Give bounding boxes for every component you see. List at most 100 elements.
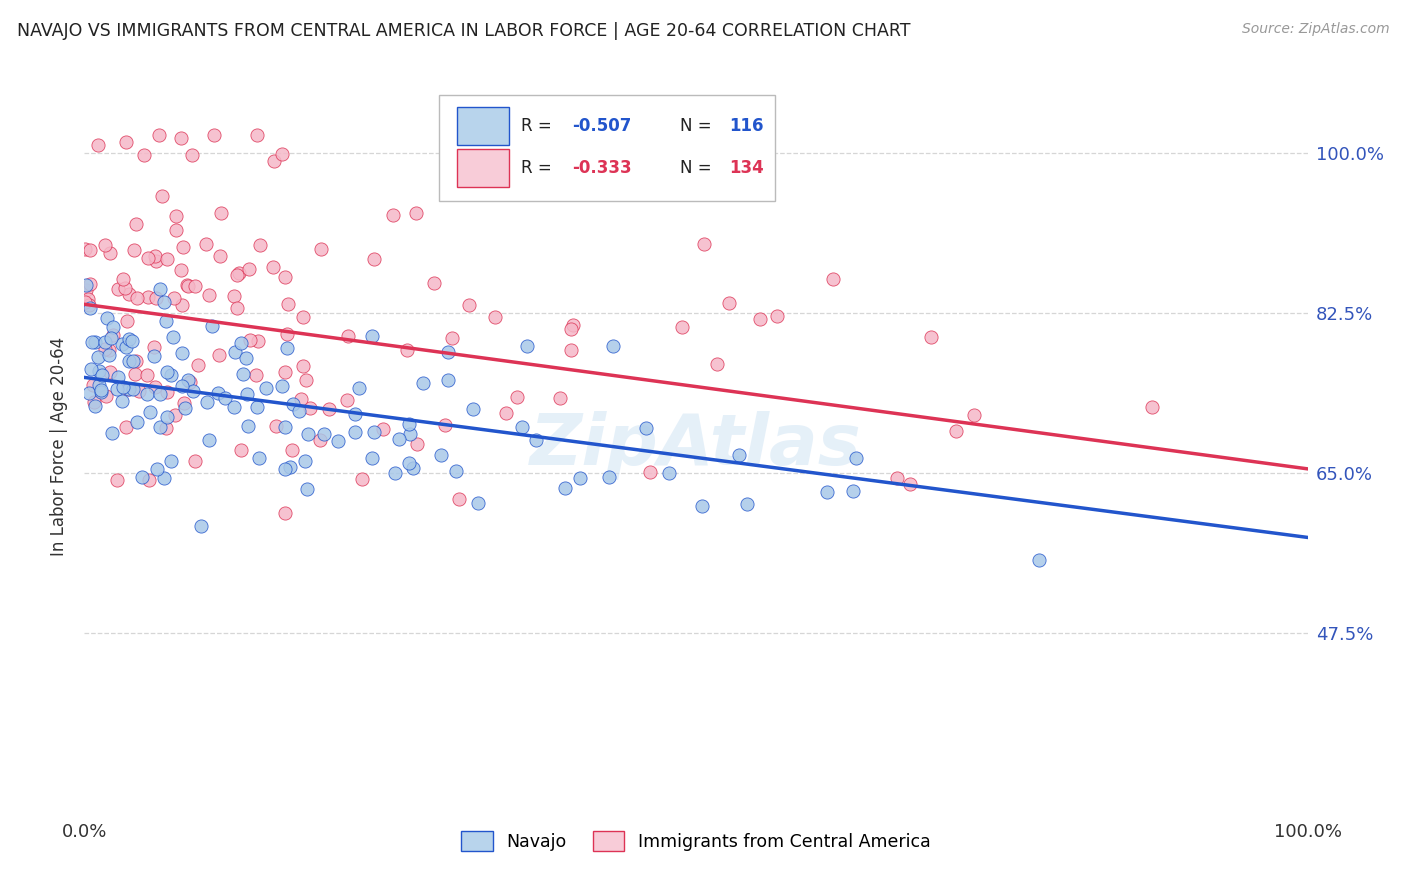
Point <box>318 402 340 417</box>
Point <box>118 382 141 396</box>
Point <box>292 359 315 373</box>
Point <box>229 336 252 351</box>
Point <box>562 318 585 333</box>
Point <box>437 373 460 387</box>
Point <box>138 473 160 487</box>
Point <box>87 138 110 153</box>
Point <box>117 354 139 368</box>
Point <box>634 421 657 435</box>
Point <box>224 345 246 359</box>
Point <box>75 283 97 297</box>
Point <box>169 131 191 145</box>
Point <box>328 434 350 448</box>
Point <box>209 249 232 263</box>
Point <box>226 268 249 282</box>
Point <box>155 410 177 425</box>
Point <box>388 432 411 446</box>
Point <box>156 252 179 266</box>
Point <box>83 394 105 409</box>
Point <box>135 368 157 382</box>
Point <box>963 408 986 422</box>
Point <box>717 296 740 310</box>
Point <box>274 506 297 520</box>
Point <box>112 380 135 394</box>
Point <box>554 481 576 495</box>
Point <box>76 292 98 306</box>
Point <box>245 368 267 383</box>
Point <box>153 295 176 310</box>
Point <box>94 342 117 356</box>
Point <box>125 354 148 368</box>
Point <box>149 419 172 434</box>
Point <box>222 289 245 303</box>
Point <box>187 358 209 372</box>
Point <box>173 401 195 416</box>
Point <box>115 136 138 150</box>
Point <box>1140 400 1163 414</box>
Point <box>143 349 166 363</box>
Point <box>118 332 141 346</box>
Point <box>145 291 167 305</box>
Point <box>114 340 136 354</box>
Point <box>176 373 198 387</box>
Point <box>146 462 169 476</box>
Point <box>172 298 194 312</box>
Point <box>125 291 148 305</box>
Point <box>437 344 460 359</box>
Point <box>815 484 838 499</box>
Point <box>292 310 315 324</box>
Point <box>312 427 335 442</box>
Point <box>274 420 297 434</box>
Point <box>412 376 434 390</box>
Text: R =: R = <box>522 159 557 177</box>
Point <box>98 246 121 260</box>
Point <box>246 334 269 348</box>
Point <box>105 473 128 487</box>
Point <box>516 339 538 353</box>
Point <box>111 393 134 408</box>
Point <box>336 392 359 407</box>
Point <box>181 147 204 161</box>
Point <box>706 357 728 371</box>
Point <box>75 278 97 293</box>
Point <box>195 394 218 409</box>
Text: -0.507: -0.507 <box>572 118 631 136</box>
Point <box>184 279 207 293</box>
Point <box>214 391 236 405</box>
Point <box>94 238 117 252</box>
Point <box>658 467 681 481</box>
Point <box>149 387 172 401</box>
Text: 134: 134 <box>728 159 763 177</box>
Point <box>898 476 921 491</box>
Point <box>236 387 259 401</box>
Point <box>405 206 427 220</box>
Point <box>371 421 394 435</box>
Point <box>90 383 112 397</box>
Point <box>433 418 456 433</box>
Point <box>107 382 129 396</box>
Point <box>87 364 110 378</box>
Point <box>207 385 229 400</box>
Point <box>98 348 121 362</box>
Point <box>505 390 527 404</box>
Point <box>160 454 183 468</box>
Point <box>101 328 124 343</box>
Point <box>107 282 129 296</box>
Point <box>208 349 231 363</box>
Point <box>163 291 186 305</box>
Point <box>128 384 150 398</box>
Point <box>510 420 533 434</box>
Text: 116: 116 <box>728 118 763 136</box>
Point <box>274 365 297 379</box>
Point <box>548 391 571 405</box>
Point <box>343 407 366 421</box>
Point <box>749 311 772 326</box>
Point <box>115 314 138 328</box>
Point <box>181 384 204 399</box>
Point <box>77 386 100 401</box>
Point <box>276 327 298 342</box>
Point <box>495 406 517 420</box>
Point <box>446 464 468 478</box>
Point <box>274 462 297 476</box>
Point <box>249 238 271 252</box>
